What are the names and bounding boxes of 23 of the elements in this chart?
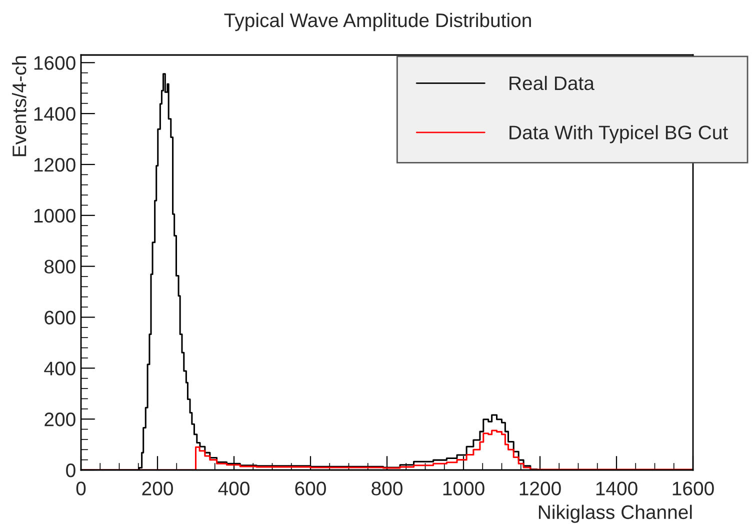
x-tick-label: 0 <box>76 482 86 496</box>
y-tick-label: 1600 <box>34 56 76 70</box>
x-tick-label: 1400 <box>596 482 638 496</box>
x-axis-title: Nikiglass Channel <box>538 504 692 523</box>
y-tick-label: 1000 <box>34 208 76 223</box>
y-axis-title: Events/4-ch <box>12 56 26 156</box>
y-tick-label: 800 <box>44 260 76 274</box>
x-tick-label: 600 <box>295 482 326 496</box>
x-tick-label: 1200 <box>520 482 561 496</box>
x-tick-label: 400 <box>218 482 250 496</box>
legend-label: Data With Typicel BG Cut <box>510 125 728 144</box>
y-tick-label: 1400 <box>34 107 76 121</box>
x-tick-label: 1600 <box>672 482 714 496</box>
y-tick-label: 0 <box>66 463 76 478</box>
y-tick-label: 400 <box>44 362 76 376</box>
y-tick-label: 200 <box>44 412 76 426</box>
y-tick-label: 600 <box>44 310 76 324</box>
legend-label: Real Data <box>510 76 594 90</box>
y-tick-label: 1200 <box>34 158 76 172</box>
chart-title: Typical Wave Amplitude Distribution <box>224 12 531 32</box>
x-tick-label: 800 <box>372 482 402 496</box>
x-tick-label: 1000 <box>443 482 484 496</box>
x-tick-label: 200 <box>142 482 173 496</box>
